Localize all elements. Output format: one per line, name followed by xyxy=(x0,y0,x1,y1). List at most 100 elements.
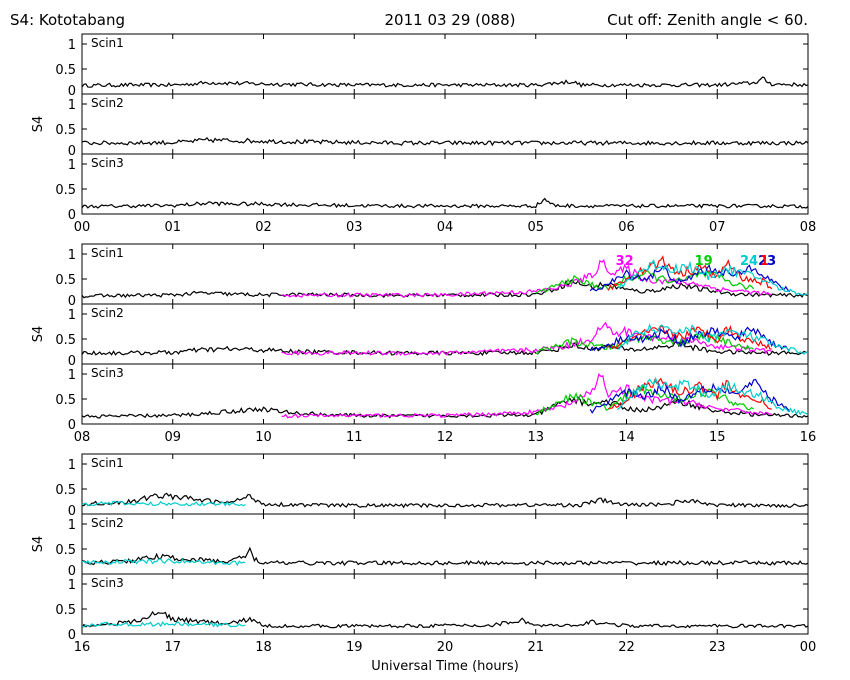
y-tick-label: 1 xyxy=(68,38,76,53)
panel-scin3-1: 0 0.5 1 Scin3 xyxy=(55,363,809,433)
x-tick-label: 16 xyxy=(800,430,817,445)
cutoff-title: Cut off: Zenith angle < 60. xyxy=(607,11,808,29)
y-tick-label: 0.5 xyxy=(55,483,76,498)
y-tick-label: 0 xyxy=(68,294,76,309)
x-tick-label: 13 xyxy=(527,430,544,445)
x-tick-label: 18 xyxy=(255,640,272,655)
series-line-cyan xyxy=(81,500,246,507)
x-tick-label: 05 xyxy=(527,220,544,235)
y-tick-label: 1 xyxy=(68,248,76,263)
y-tick-label: 1 xyxy=(68,98,76,113)
y-tick-label: 0.5 xyxy=(55,543,76,558)
series-line-black xyxy=(81,76,809,88)
x-tick-label: 22 xyxy=(618,640,635,655)
panel-label: Scin3 xyxy=(91,576,124,590)
y-tick-label: 1 xyxy=(68,578,76,593)
series-line-magenta xyxy=(281,321,772,356)
y-tick-label: 0 xyxy=(68,208,76,223)
y-tick-label: 0.5 xyxy=(55,603,76,618)
panel-scin3-0: 0 0.5 1 Scin3 xyxy=(55,153,809,223)
series-line-cyan xyxy=(617,376,809,416)
prn-label: 24 xyxy=(740,254,758,269)
y-axis-title: S4 xyxy=(31,326,46,343)
y-tick-label: 0 xyxy=(68,144,76,159)
prn-label: 1 xyxy=(760,254,769,269)
panel-frame xyxy=(81,93,809,155)
series-line-blue xyxy=(589,378,791,414)
y-axis-title: S4 xyxy=(31,116,46,133)
y-tick-label: 1 xyxy=(68,458,76,473)
series-line-cyan xyxy=(81,621,246,628)
x-tick-label: 19 xyxy=(346,640,363,655)
series-line-black xyxy=(81,279,809,299)
x-tick-label: 20 xyxy=(437,640,454,655)
series-line-black xyxy=(81,546,809,567)
station-title: S4: Kototabang xyxy=(10,11,125,29)
y-tick-label: 0 xyxy=(68,84,76,99)
x-tick-label: 21 xyxy=(527,640,544,655)
y-tick-label: 1 xyxy=(68,308,76,323)
x-tick-label: 00 xyxy=(800,640,817,655)
date-title: 2011 03 29 (088) xyxy=(385,11,516,29)
x-tick-label: 14 xyxy=(618,430,635,445)
panel-scin1-1: 0 0.5 1 Scin1 xyxy=(55,243,809,309)
x-tick-label: 00 xyxy=(74,220,91,235)
panel-label: Scin3 xyxy=(91,366,124,380)
panel-label: Scin2 xyxy=(91,516,124,530)
panel-label: Scin1 xyxy=(91,456,124,470)
series-line-cyan xyxy=(81,558,246,567)
x-tick-label: 01 xyxy=(164,220,181,235)
panel-scin2-0: 0 0.5 1 Scin2 xyxy=(55,93,809,159)
x-tick-label: 06 xyxy=(618,220,635,235)
y-axis-title: S4 xyxy=(31,536,46,553)
panel-label: Scin2 xyxy=(91,96,124,110)
x-tick-label: 11 xyxy=(346,430,363,445)
x-tick-label: 17 xyxy=(164,640,181,655)
panel-label: Scin1 xyxy=(91,36,124,50)
prn-label: 32 xyxy=(616,254,634,269)
series-line-magenta xyxy=(281,373,772,419)
series-line-cyan xyxy=(617,258,809,296)
y-tick-label: 1 xyxy=(68,368,76,383)
y-tick-label: 0.5 xyxy=(55,183,76,198)
series-line-magenta xyxy=(281,259,772,298)
y-tick-label: 0.5 xyxy=(55,393,76,408)
panel-scin3-2: 0 0.5 1 Scin3 xyxy=(55,573,809,643)
x-tick-label: 23 xyxy=(709,640,726,655)
y-tick-label: 0.5 xyxy=(55,123,76,138)
x-tick-label: 15 xyxy=(709,430,726,445)
x-tick-label: 16 xyxy=(74,640,91,655)
x-tick-label: 09 xyxy=(164,430,181,445)
series-line-blue xyxy=(589,264,791,292)
x-tick-label: 04 xyxy=(437,220,454,235)
panel-label: Scin1 xyxy=(91,246,124,260)
y-tick-label: 1 xyxy=(68,158,76,173)
series-line-black xyxy=(81,396,809,419)
x-tick-label: 12 xyxy=(437,430,454,445)
y-tick-label: 0 xyxy=(68,628,76,643)
x-tick-label: 03 xyxy=(346,220,363,235)
panel-scin1-0: 0 0.5 1 Scin1 xyxy=(55,33,809,99)
panel-label: Scin3 xyxy=(91,156,124,170)
series-line-black xyxy=(81,137,809,147)
y-tick-label: 0 xyxy=(68,418,76,433)
panel-label: Scin2 xyxy=(91,306,124,320)
y-tick-label: 0.5 xyxy=(55,333,76,348)
panel-scin2-2: 0 0.5 1 Scin2 xyxy=(55,513,809,579)
y-tick-label: 0.5 xyxy=(55,63,76,78)
chart-group-2: 0 0.5 1 Scin1 0 0.5 1 Scin2 0 0.5 1 Scin3 16 17 18 19 20… xyxy=(31,453,817,655)
x-tick-label: 07 xyxy=(709,220,726,235)
x-tick-label: 08 xyxy=(74,430,91,445)
y-tick-label: 0 xyxy=(68,504,76,519)
series-line-black xyxy=(81,197,809,209)
y-tick-label: 0 xyxy=(68,354,76,369)
y-tick-label: 0 xyxy=(68,564,76,579)
panel-frame xyxy=(81,513,809,575)
x-tick-label: 02 xyxy=(255,220,272,235)
y-tick-label: 1 xyxy=(68,518,76,533)
x-tick-label: 08 xyxy=(800,220,817,235)
series-line-black xyxy=(81,610,809,629)
